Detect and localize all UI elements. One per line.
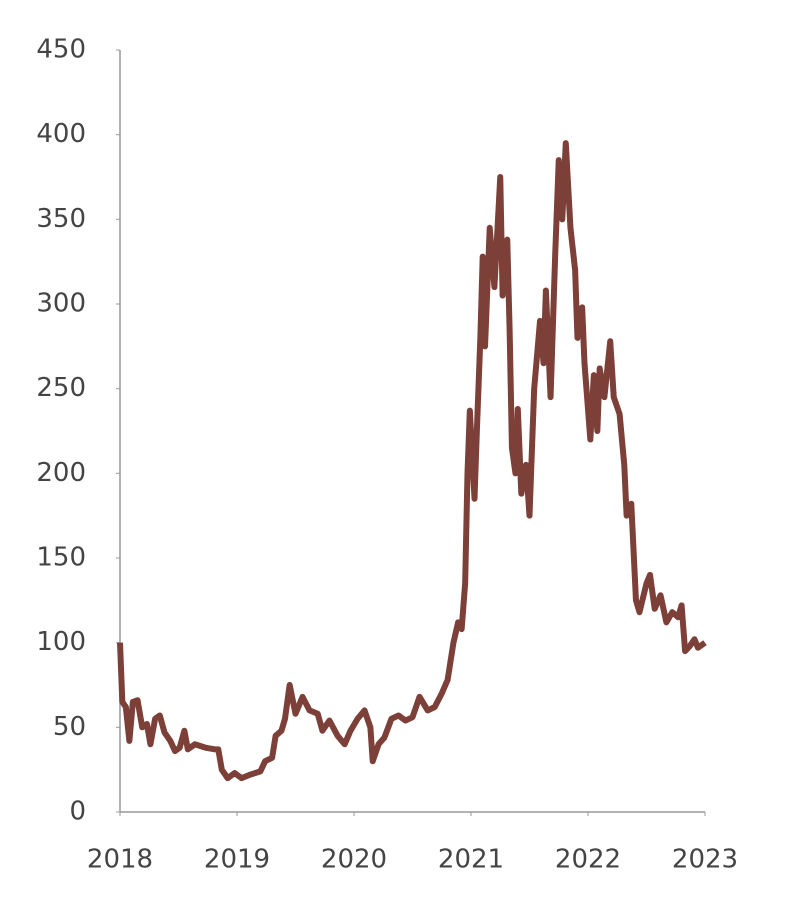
y-tick-label: 300 bbox=[36, 289, 86, 319]
x-tick-label: 2020 bbox=[321, 845, 387, 875]
x-tick-label: 2019 bbox=[204, 845, 270, 875]
x-tick-label: 2023 bbox=[672, 845, 738, 875]
y-tick-label: 50 bbox=[53, 712, 86, 742]
x-tick-label: 2018 bbox=[87, 845, 153, 875]
y-tick-label: 200 bbox=[36, 458, 86, 488]
y-tick-label: 400 bbox=[36, 119, 86, 149]
y-tick-label: 0 bbox=[69, 797, 86, 827]
y-tick-label: 250 bbox=[36, 373, 86, 403]
x-tick-label: 2021 bbox=[438, 845, 504, 875]
y-tick-label: 150 bbox=[36, 543, 86, 573]
y-tick-label: 350 bbox=[36, 204, 86, 234]
y-tick-label: 100 bbox=[36, 627, 86, 657]
line-series bbox=[117, 140, 707, 782]
y-tick-label: 450 bbox=[36, 35, 86, 65]
x-tick-label: 2022 bbox=[555, 845, 621, 875]
